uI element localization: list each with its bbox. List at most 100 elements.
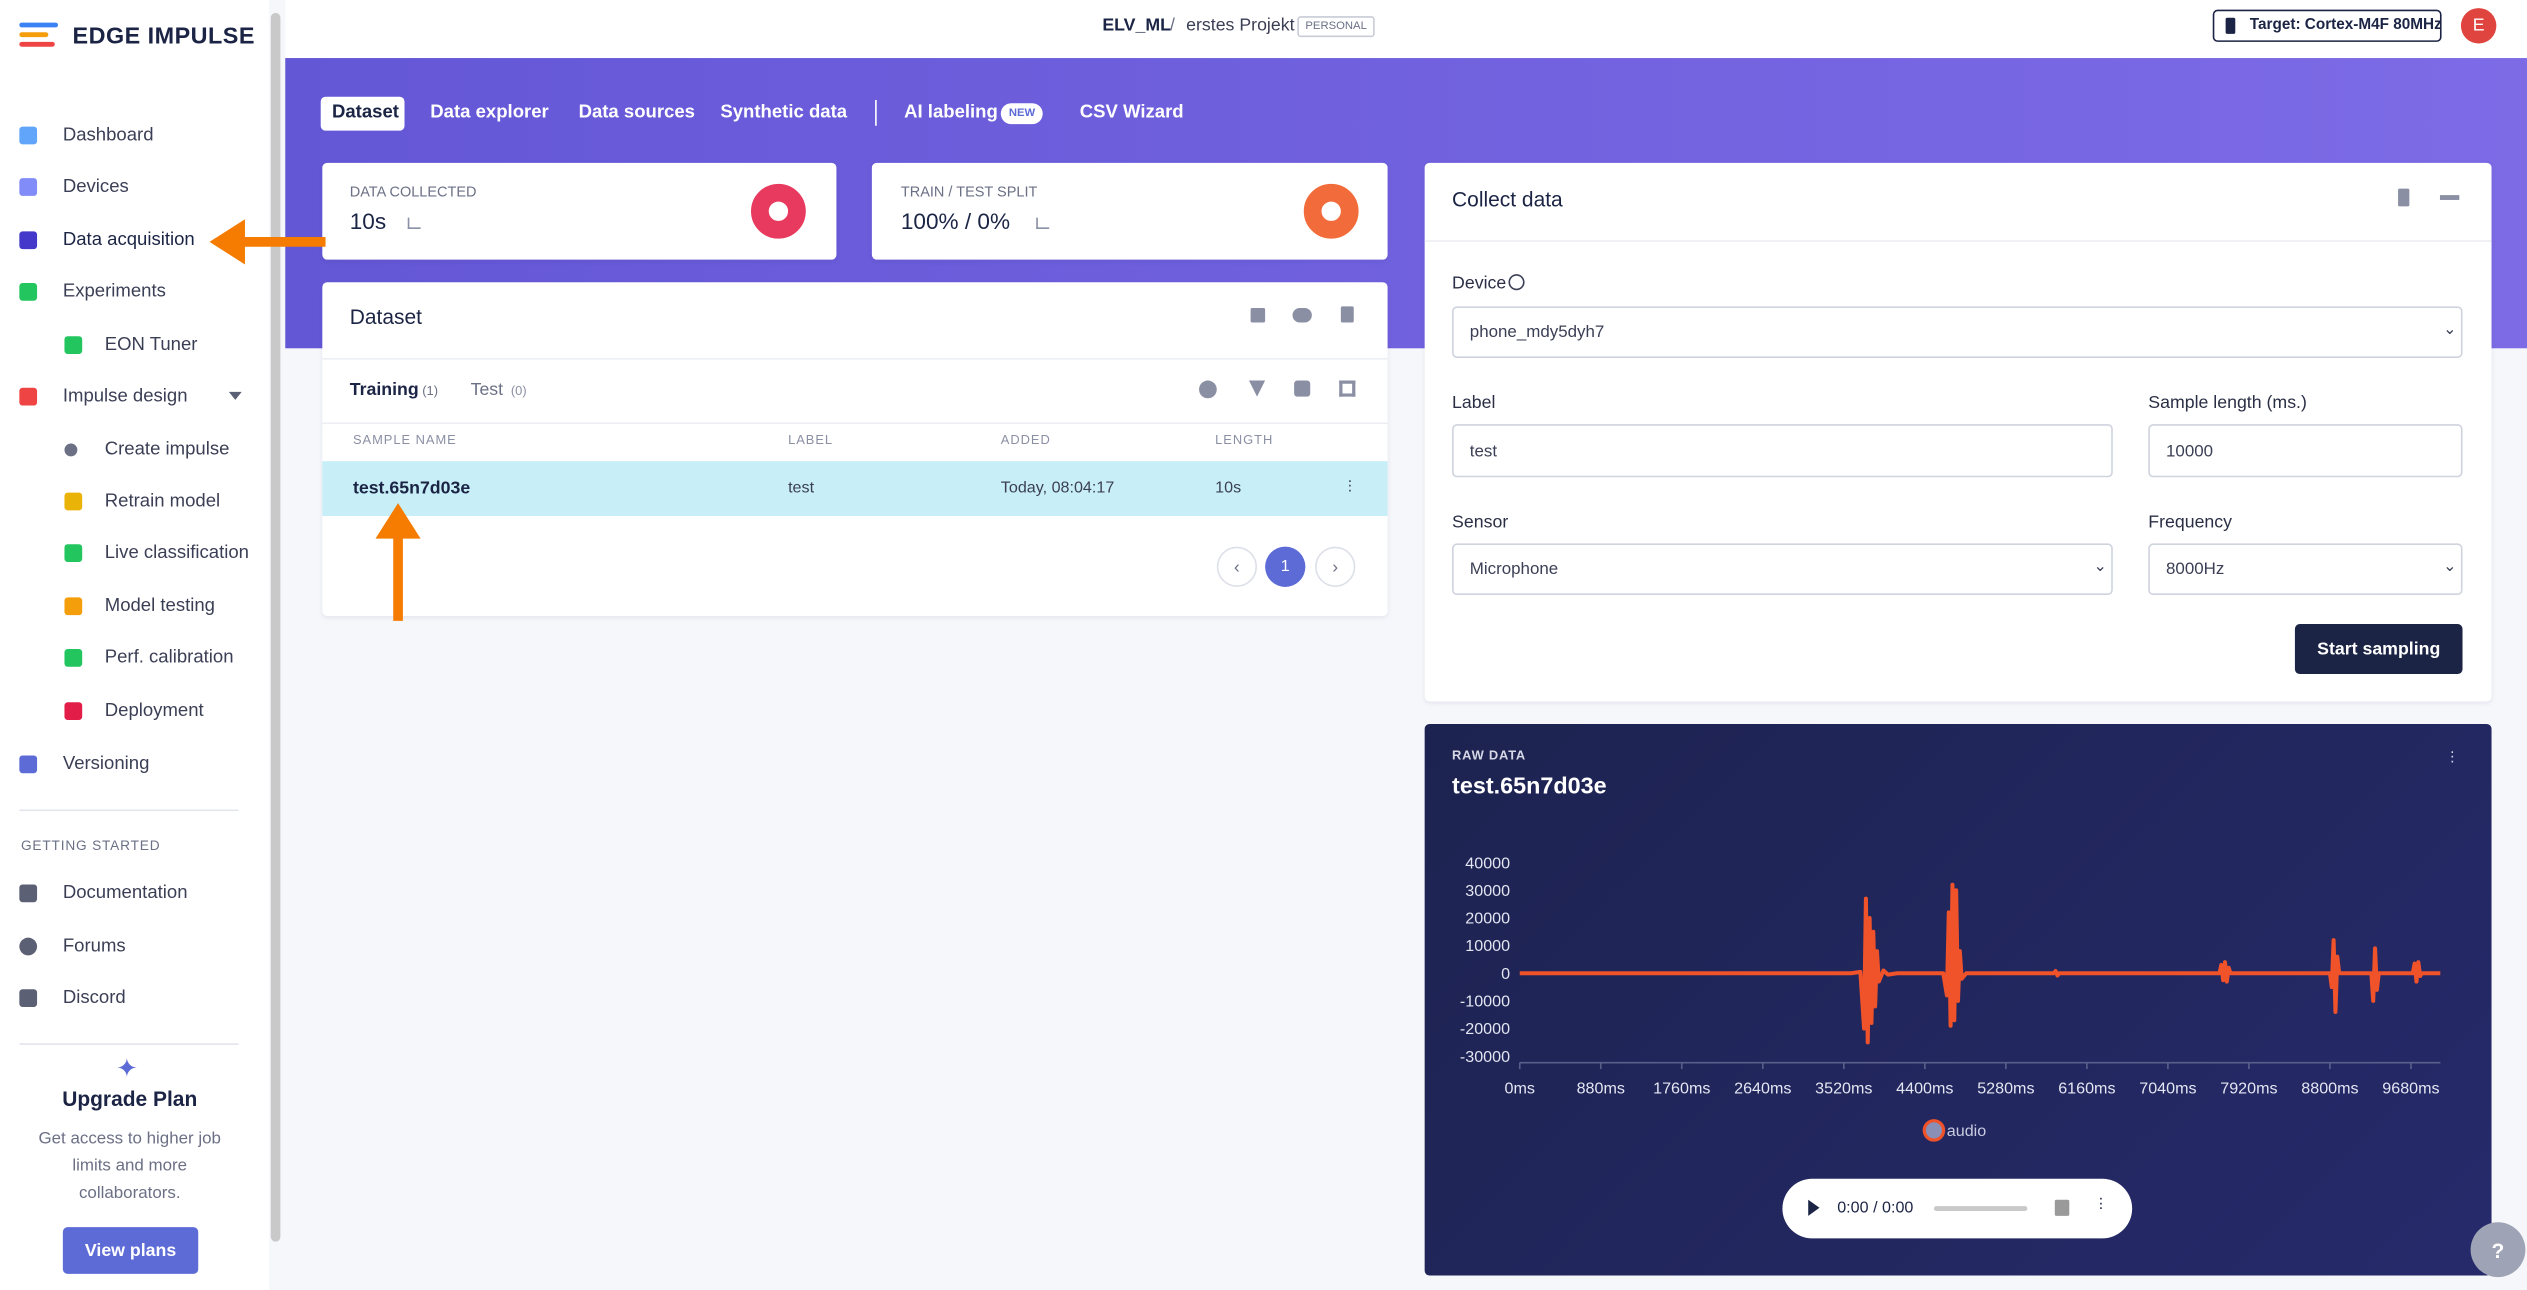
upload-icon[interactable] [1250, 307, 1266, 323]
nav-item[interactable]: Dashboard [62, 125, 154, 146]
row-menu[interactable]: · · · [1347, 472, 1353, 500]
page-button[interactable]: 1 [1265, 546, 1306, 587]
device-select[interactable]: phone_mdy5dyh7 [1452, 306, 2463, 358]
nav-item[interactable]: Live classification [104, 543, 249, 563]
nav-item[interactable]: Devices [62, 177, 129, 197]
chart-icon[interactable] [407, 217, 421, 229]
nav-item[interactable]: Create impulse [104, 440, 230, 460]
field-label: Frequency [2148, 512, 2233, 533]
nav-item[interactable]: Model testing [104, 596, 215, 616]
tab[interactable]: AI labeling [904, 103, 998, 123]
scrollbar[interactable] [270, 12, 281, 1242]
nav-item[interactable]: EON Tuner [104, 335, 198, 355]
help-icon[interactable] [1508, 274, 1525, 291]
tab[interactable]: Data sources [578, 103, 695, 123]
x-tick-label: 5280ms [1977, 1079, 2034, 1097]
phone-icon[interactable] [2398, 188, 2410, 207]
usb-icon[interactable] [2439, 195, 2460, 200]
table-row[interactable] [322, 461, 1388, 516]
project-name[interactable]: erstes Projekt [1186, 16, 1295, 36]
nav-item[interactable]: Retrain model [104, 491, 221, 512]
kicker: RAW DATA [1452, 748, 1527, 763]
x-tick-label: 2640ms [1734, 1079, 1791, 1097]
field-label: Label [1452, 393, 1496, 413]
upgrade-text: Get access to higher job limits and more… [38, 1128, 221, 1203]
cloud-icon[interactable] [1292, 307, 1312, 323]
divider [19, 1043, 239, 1045]
y-tick-label: -30000 [1460, 1048, 1510, 1066]
volume-button[interactable] [2054, 1199, 2070, 1216]
stat-label: TRAIN / TEST SPLIT [900, 183, 1038, 200]
expand-icon[interactable] [1339, 380, 1356, 397]
frequency-select[interactable]: 8000Hz [2148, 543, 2463, 596]
nav-item[interactable]: Deployment [104, 701, 204, 721]
file-icon[interactable] [1340, 306, 1354, 323]
settings-icon[interactable] [1199, 380, 1217, 399]
nav-item[interactable]: Perf. calibration [104, 648, 234, 668]
avatar[interactable]: E [2460, 8, 2497, 44]
nav-item[interactable]: Forums [62, 936, 126, 957]
player-time: 0:00 / 0:00 [1837, 1199, 1914, 1218]
nav-icon [19, 178, 38, 196]
cell: Today, 08:04:17 [1000, 479, 1115, 498]
length-input[interactable]: 10000 [2148, 424, 2463, 478]
prev-page[interactable]: ‹ [1216, 546, 1258, 587]
nav-item[interactable]: Documentation [62, 883, 188, 903]
expand-caret[interactable] [228, 391, 242, 400]
y-tick-label: -10000 [1460, 993, 1510, 1011]
arrow-head [375, 503, 421, 539]
nav-icon [19, 387, 38, 406]
x-tick-label: 7040ms [2139, 1079, 2196, 1097]
nav-item[interactable]: Data acquisition [62, 230, 195, 250]
view-plans-button[interactable]: View plans [62, 1227, 199, 1274]
dataset-tab[interactable]: Training [349, 380, 419, 400]
stat-value: 100% / 0% [900, 208, 1011, 234]
tab[interactable]: Dataset [331, 103, 399, 123]
icon [19, 884, 38, 903]
divider [322, 357, 1388, 360]
target-button[interactable]: Target: Cortex-M4F 80MHz [2212, 9, 2442, 42]
x-tick-label: 3520ms [1815, 1079, 1872, 1097]
tab-separator [875, 99, 877, 126]
upgrade-title: Upgrade Plan [62, 1086, 198, 1112]
icon [19, 937, 38, 956]
nav-icon [19, 126, 38, 145]
nav-item[interactable]: Discord [62, 988, 126, 1008]
player-menu[interactable]: · · · [2098, 1190, 2104, 1218]
legend-label: audio [1947, 1122, 1986, 1140]
nav-icon [19, 231, 38, 250]
progress-bar[interactable] [1933, 1206, 2028, 1211]
tab[interactable]: CSV Wizard [1079, 103, 1184, 123]
donut [1303, 183, 1359, 239]
panel-menu[interactable]: · · · [2449, 743, 2456, 771]
tab[interactable]: Synthetic data [720, 103, 848, 123]
play-button[interactable] [1808, 1199, 1820, 1216]
select-icon[interactable] [1294, 380, 1311, 397]
sensor-select[interactable]: Microphone [1452, 543, 2113, 596]
label-input[interactable]: test [1452, 424, 2113, 478]
field-label: Sample length (ms.) [2148, 393, 2307, 413]
next-page[interactable]: › [1315, 546, 1356, 587]
legend-marker [1922, 1119, 1946, 1142]
icon [19, 989, 38, 1008]
start-sampling-button[interactable]: Start sampling [2294, 624, 2463, 675]
chart-icon[interactable] [1036, 217, 1050, 229]
y-tick-label: 40000 [1465, 854, 1510, 872]
filter-icon[interactable] [1248, 380, 1266, 397]
project-owner[interactable]: ELV_ML [1102, 16, 1171, 36]
nav-item[interactable]: Versioning [62, 754, 150, 774]
badge: PERSONAL [1297, 16, 1375, 38]
x-tick-label: 9680ms [2382, 1079, 2439, 1097]
y-tick-label: 30000 [1465, 882, 1510, 900]
tab[interactable]: Data explorer [430, 103, 549, 123]
nav-item[interactable]: Experiments [62, 282, 166, 302]
help-button[interactable]: ? [2470, 1222, 2526, 1278]
stat-value: 10s [349, 208, 387, 234]
dataset-tab[interactable]: Test [470, 380, 504, 400]
cell: test.65n7d03e [352, 478, 471, 499]
nav-item[interactable]: Impulse design [62, 387, 188, 407]
x-tick-label: 880ms [1577, 1079, 1625, 1097]
stat-label: DATA COLLECTED [349, 183, 477, 200]
cell: 10s [1215, 479, 1242, 498]
